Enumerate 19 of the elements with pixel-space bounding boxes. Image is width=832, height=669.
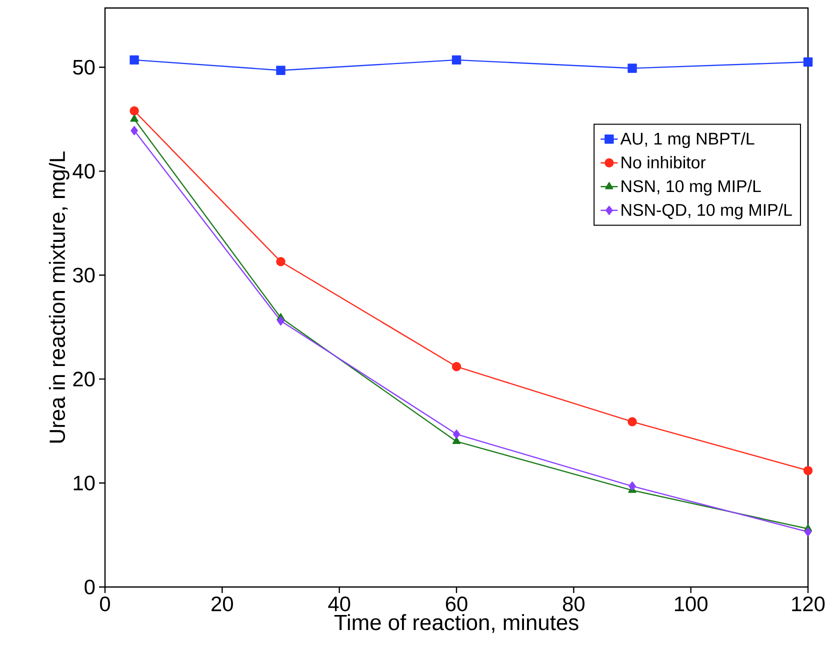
y-tick-label: 0 — [84, 580, 95, 594]
legend-label: No inhibitor — [622, 156, 706, 168]
x-tick-label: 60 — [446, 596, 468, 612]
y-axis-title: Urea in reaction mixture, mg/L — [48, 151, 70, 443]
x-tick-label: 0 — [100, 596, 110, 612]
y-tick-label: 10 — [74, 476, 95, 490]
y-tick-label: 30 — [73, 268, 95, 283]
y-tick-label: 20 — [73, 372, 95, 386]
legend-label: NSN, 10 mg MIP/L — [622, 180, 761, 196]
y-tick-label: 50 — [73, 60, 95, 75]
legend-label: AU, 1 mg NBPT/L — [620, 132, 754, 148]
x-tick-label: 120 — [792, 596, 825, 612]
x-tick-label: 20 — [212, 596, 233, 612]
legend-label: NSN-QD, 10 mg MIP/L — [622, 204, 792, 220]
x-axis-title: Time of reaction, minutes — [334, 614, 578, 633]
x-tick-label: 100 — [674, 596, 708, 612]
x-tick-label: 40 — [328, 596, 350, 612]
x-tick-label: 80 — [562, 596, 584, 612]
y-tick-label: 40 — [72, 164, 95, 179]
